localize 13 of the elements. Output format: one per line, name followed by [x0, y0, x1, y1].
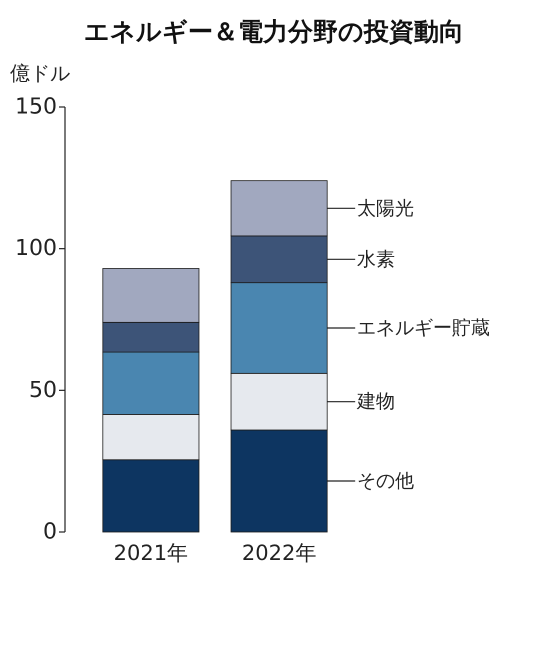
legend-label: 建物 — [356, 390, 396, 413]
legend-label: 水素 — [357, 248, 396, 270]
legend-label: その他 — [357, 470, 414, 492]
y-axis-title: 億ドル — [10, 61, 70, 85]
legend-label: 太陽光 — [357, 197, 414, 220]
chart-title: エネルギー＆電力分野の投資動向 — [84, 17, 464, 46]
y-tick-label: 50 — [29, 378, 57, 403]
y-tick-label: 0 — [43, 520, 57, 544]
x-tick-label: 2022年 — [242, 541, 316, 565]
legend-label: エネルギー貯蔵 — [357, 317, 490, 339]
x-tick-label: 2021年 — [114, 541, 188, 565]
y-tick-label: 150 — [15, 94, 57, 120]
y-tick-label: 100 — [15, 236, 57, 262]
